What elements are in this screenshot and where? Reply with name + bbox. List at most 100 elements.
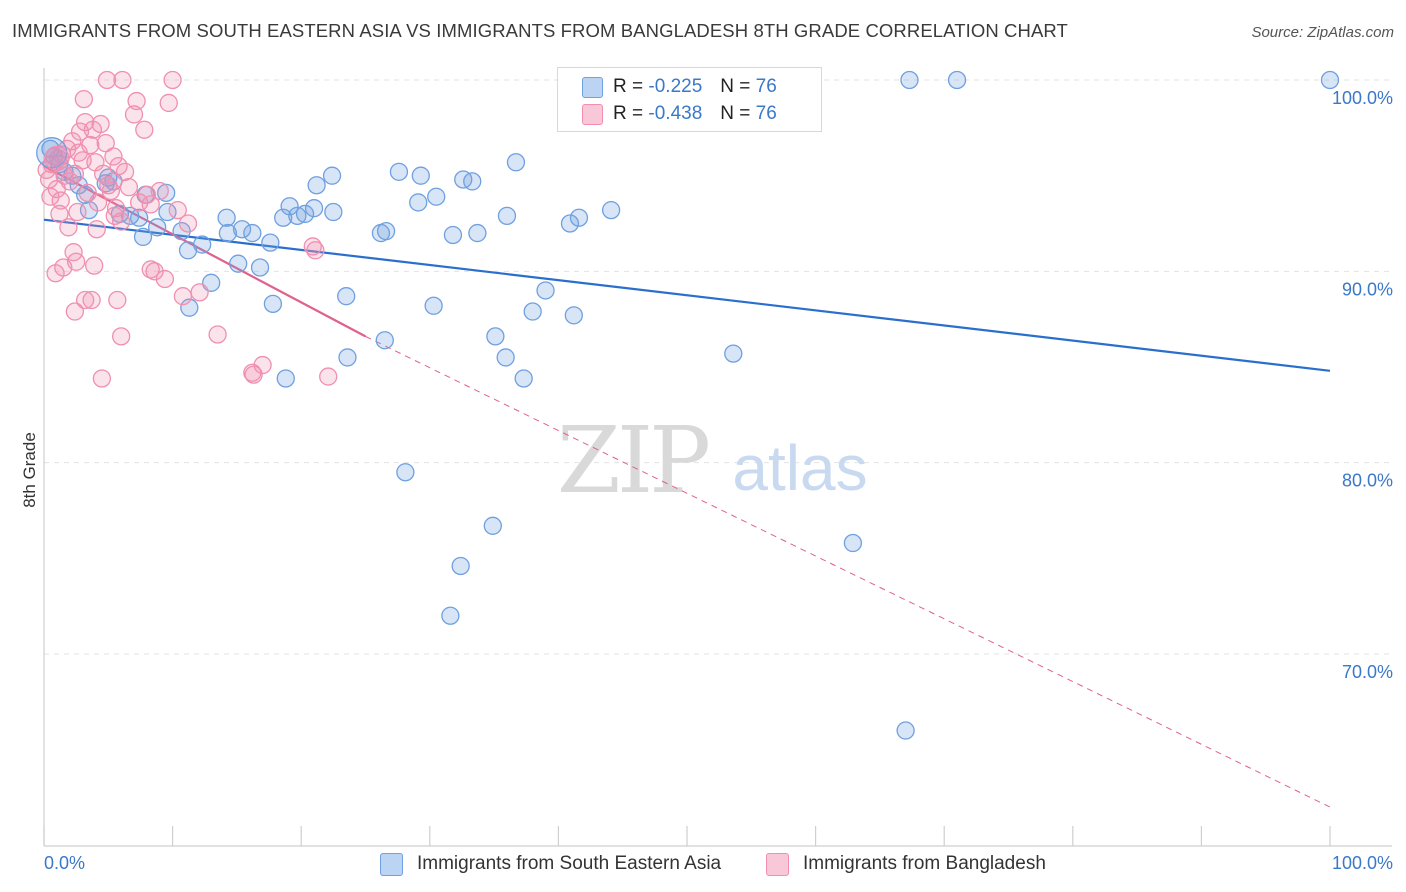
point-s1-65 bbox=[725, 345, 742, 362]
point-s1-36 bbox=[308, 177, 325, 194]
y-tick-label-80: 80.0% bbox=[1342, 471, 1393, 491]
point-s2-53 bbox=[86, 257, 103, 274]
point-s1-62 bbox=[570, 209, 587, 226]
point-s1-43 bbox=[397, 464, 414, 481]
data-points bbox=[37, 72, 1339, 740]
legend-r-label-2: R = bbox=[613, 103, 643, 125]
trend-line-south-eastern-asia bbox=[44, 220, 1330, 371]
point-s1-58 bbox=[524, 303, 541, 320]
watermark-atlas: atlas bbox=[732, 432, 867, 504]
point-s1-27 bbox=[230, 255, 247, 272]
point-s2-45 bbox=[174, 288, 191, 305]
point-s1-29 bbox=[262, 234, 279, 251]
point-s2-49 bbox=[75, 91, 92, 108]
point-s1-28 bbox=[244, 225, 261, 242]
legend-r-value-1: -0.225 bbox=[648, 76, 702, 98]
legend-r-label-1: R = bbox=[613, 76, 643, 98]
point-s1-34 bbox=[289, 207, 306, 224]
point-s1-51 bbox=[469, 225, 486, 242]
point-s2-31 bbox=[117, 163, 134, 180]
legend-row-series-1: R = -0.225 N = 76 bbox=[582, 74, 777, 100]
point-s1-71 bbox=[264, 295, 281, 312]
y-tick-label-90: 90.0% bbox=[1342, 279, 1393, 299]
point-cluster-pink bbox=[45, 146, 69, 170]
axes bbox=[44, 68, 1392, 846]
point-s2-73 bbox=[47, 265, 64, 282]
point-s1-13 bbox=[131, 209, 148, 226]
legend-swatch-blue bbox=[582, 77, 603, 98]
point-s2-66 bbox=[244, 364, 261, 381]
legend-n-label-2: N = bbox=[720, 103, 750, 125]
point-s2-72 bbox=[77, 292, 94, 309]
point-s2-57 bbox=[109, 292, 126, 309]
point-s1-73 bbox=[484, 517, 501, 534]
point-s1-42 bbox=[390, 163, 407, 180]
point-s2-32 bbox=[120, 179, 137, 196]
tick-labels: 100.0% 90.0% 80.0% 70.0% 0.0% 100.0% bbox=[44, 88, 1393, 873]
point-s1-35 bbox=[306, 200, 323, 217]
bottom-legend-swatch-blue bbox=[380, 853, 403, 876]
point-s2-68 bbox=[106, 207, 123, 224]
point-s1-56 bbox=[507, 154, 524, 171]
point-s1-44 bbox=[410, 194, 427, 211]
bottom-legend-label-2: Immigrants from Bangladesh bbox=[803, 853, 1046, 875]
point-s1-50 bbox=[464, 173, 481, 190]
legend-n-value-1: 76 bbox=[756, 76, 777, 98]
point-s1-59 bbox=[537, 282, 554, 299]
point-s2-60 bbox=[93, 370, 110, 387]
point-s2-22 bbox=[92, 116, 109, 133]
legend-swatch-pink bbox=[582, 104, 603, 125]
point-s2-69 bbox=[70, 144, 87, 161]
point-s2-75 bbox=[209, 326, 226, 343]
point-s2-36 bbox=[136, 121, 153, 138]
point-s1-18 bbox=[149, 219, 166, 236]
point-s2-67 bbox=[142, 261, 159, 278]
watermark-zip: ZIP bbox=[557, 407, 708, 514]
bottom-legend-series-1: Immigrants from South Eastern Asia bbox=[380, 851, 721, 877]
point-s2-71 bbox=[51, 205, 68, 222]
point-s1-30 bbox=[252, 259, 269, 276]
point-s1-63 bbox=[603, 202, 620, 219]
point-s2-43 bbox=[164, 72, 181, 89]
point-s1-74 bbox=[452, 557, 469, 574]
point-s1-72 bbox=[277, 370, 294, 387]
trend-line-bangladesh-extension bbox=[366, 336, 1331, 807]
watermark: ZIP atlas bbox=[557, 407, 868, 514]
bottom-legend-series-2: Immigrants from Bangladesh bbox=[766, 851, 1046, 877]
legend-r-value-2: -0.438 bbox=[648, 103, 702, 125]
point-s1-75 bbox=[442, 607, 459, 624]
point-s2-65 bbox=[320, 368, 337, 385]
point-s1-61 bbox=[565, 307, 582, 324]
point-s1-46 bbox=[425, 297, 442, 314]
point-s1-37 bbox=[324, 167, 341, 184]
point-s2-74 bbox=[191, 284, 208, 301]
x-tick-label-100: 100.0% bbox=[1332, 853, 1393, 873]
scatter-plot: ZIP atlas 100.0%90.0%80.0%70.0%0.0% 100.0% bbox=[0, 0, 1406, 892]
point-s2-40 bbox=[151, 182, 168, 199]
point-s2-46 bbox=[180, 215, 197, 232]
point-s2-59 bbox=[113, 328, 130, 345]
point-s1-38 bbox=[325, 204, 342, 221]
point-s1-21 bbox=[194, 236, 211, 253]
point-s1-39 bbox=[338, 288, 355, 305]
point-s1-67 bbox=[901, 72, 918, 89]
legend-row-series-2: R = -0.438 N = 76 bbox=[582, 101, 777, 127]
point-s1-45 bbox=[412, 167, 429, 184]
point-s1-53 bbox=[372, 225, 389, 242]
point-s1-76 bbox=[897, 722, 914, 739]
legend-n-value-2: 76 bbox=[756, 103, 777, 125]
point-s2-42 bbox=[160, 94, 177, 111]
point-s1-66 bbox=[844, 535, 861, 552]
point-s2-47 bbox=[99, 72, 116, 89]
legend-n-label-1: N = bbox=[720, 76, 750, 98]
point-s1-47 bbox=[428, 188, 445, 205]
point-s1-48 bbox=[444, 226, 461, 243]
point-s2-26 bbox=[102, 182, 119, 199]
point-s2-13 bbox=[69, 204, 86, 221]
point-s1-54 bbox=[497, 349, 514, 366]
correlation-legend: R = -0.225 N = 76 R = -0.438 N = 76 bbox=[557, 67, 822, 132]
point-s1-68 bbox=[949, 72, 966, 89]
point-s2-70 bbox=[42, 188, 59, 205]
y-tick-label-70: 70.0% bbox=[1342, 662, 1393, 682]
point-s2-64 bbox=[307, 242, 324, 259]
